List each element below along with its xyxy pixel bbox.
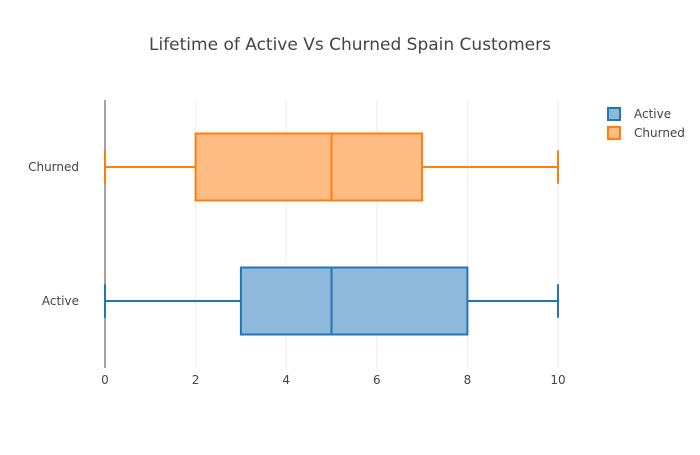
legend-swatch xyxy=(607,107,621,121)
box-layer xyxy=(104,132,559,336)
chart-title: Lifetime of Active Vs Churned Spain Cust… xyxy=(149,35,551,55)
box-active[interactable] xyxy=(104,266,559,336)
y-tick-label: Churned xyxy=(28,160,79,174)
legend-item-active[interactable]: Active xyxy=(607,107,671,121)
y-tick-label: Active xyxy=(42,294,79,308)
legend-item-churned[interactable]: Churned xyxy=(607,126,685,140)
iqr-box xyxy=(239,266,469,336)
x-tick-label: 8 xyxy=(464,373,472,387)
legend-label: Active xyxy=(634,107,671,121)
x-tick-label: 4 xyxy=(282,373,290,387)
x-tick-label: 0 xyxy=(101,373,109,387)
x-tick-label: 10 xyxy=(550,373,565,387)
iqr-box xyxy=(194,132,424,202)
x-tick-label: 6 xyxy=(373,373,381,387)
legend-swatch xyxy=(607,126,621,140)
label-layer: 0 2 4 6 8 10 Active Churned xyxy=(28,160,566,387)
x-tick-label: 2 xyxy=(192,373,200,387)
legend-label: Churned xyxy=(634,126,685,140)
legend[interactable]: Active Churned xyxy=(607,107,685,140)
box-churned[interactable] xyxy=(104,132,559,202)
